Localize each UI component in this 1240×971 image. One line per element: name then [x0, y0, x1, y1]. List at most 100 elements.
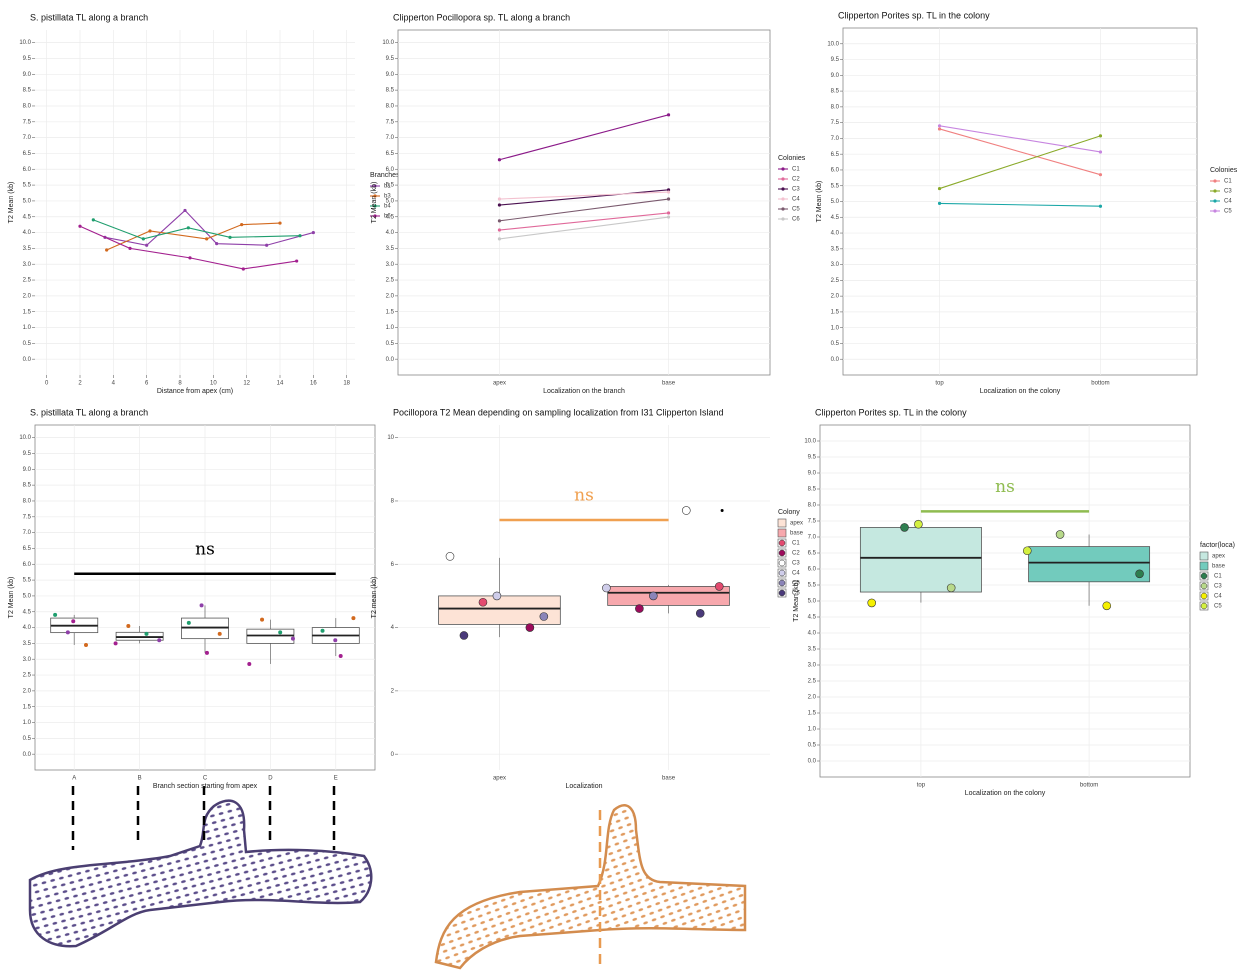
- y-tick-label: 4.5: [808, 615, 817, 621]
- y-tick-label: 8.0: [808, 503, 817, 509]
- y-tick-label: 0.5: [23, 341, 32, 347]
- series-line: [499, 212, 669, 231]
- y-tick-label: 9.5: [831, 57, 840, 63]
- data-point: [445, 552, 455, 561]
- y-tick-label: 2.0: [386, 293, 395, 299]
- y-tick-label: 6.5: [831, 152, 840, 158]
- data-point: [228, 235, 232, 239]
- y-tick-label: 2.5: [808, 679, 817, 685]
- y-tick-label: 5.5: [831, 183, 840, 189]
- data-point: [539, 612, 549, 621]
- box: [1028, 546, 1151, 583]
- legend-key: [781, 197, 785, 201]
- series-line: [499, 216, 669, 240]
- legend-label: C2: [792, 551, 800, 557]
- y-tick-label: 2.0: [808, 695, 817, 701]
- y-tick-label: 2.0: [23, 293, 32, 299]
- y-tick-label: 9.0: [23, 72, 32, 78]
- chart-title: Clipperton Porites sp. TL in the colony: [838, 10, 990, 20]
- legend-key: [1213, 189, 1217, 193]
- x-tick-label: base: [662, 776, 676, 782]
- legend-key: [778, 539, 786, 547]
- y-tick-label: 0.5: [386, 341, 395, 347]
- y-tick-label: 4.5: [23, 609, 32, 615]
- x-axis-title: Branch section starting from apex: [153, 783, 258, 790]
- legend-title: Branches: [370, 172, 400, 179]
- data-point: [113, 641, 118, 646]
- y-tick-label: 1.0: [831, 325, 840, 331]
- data-point: [1135, 569, 1144, 579]
- y-tick-label: 6.0: [808, 567, 817, 573]
- y-tick-label: 2.5: [831, 278, 840, 284]
- y-tick-label: 4.5: [23, 214, 32, 220]
- legend-label: C1: [1224, 179, 1232, 185]
- y-tick-label: 6.0: [23, 167, 32, 173]
- chart-title: Clipperton Porites sp. TL in the colony: [815, 407, 967, 417]
- colony-drawing: [434, 804, 747, 970]
- data-point: [265, 243, 269, 247]
- data-point: [141, 237, 145, 241]
- x-tick-label: 6: [145, 381, 149, 387]
- x-axis-title: Localization: [566, 783, 603, 790]
- y-tick-label: 5.5: [23, 578, 32, 584]
- legend-label: b1: [384, 184, 391, 190]
- chart-panel: 0 2 4 6 8 10 apex base Pocillopora T2 Mean depen…: [371, 407, 804, 789]
- data-point: [204, 650, 209, 655]
- chart-title: S. pistillata TL along a branch: [30, 407, 148, 417]
- x-tick-label: bottom: [1091, 381, 1109, 387]
- legend-key: [373, 204, 377, 208]
- y-tick-label: 3.0: [386, 262, 395, 268]
- legend-key: [777, 528, 787, 538]
- series-line: [939, 125, 1101, 153]
- series-line: [499, 189, 669, 206]
- y-axis-title: T2 Mean (kb): [8, 577, 15, 619]
- data-point: [497, 237, 502, 241]
- legend-key: [1213, 209, 1217, 213]
- y-tick-label: 0: [391, 752, 395, 758]
- legend-label: C1: [792, 167, 800, 173]
- y-tick-label: 4.0: [386, 230, 395, 236]
- legend-key: [1200, 582, 1208, 590]
- branch-drawing: [28, 786, 373, 948]
- legend-label: C5: [792, 207, 800, 213]
- x-tick-label: base: [662, 381, 676, 387]
- y-tick-label: 8.5: [808, 487, 817, 493]
- y-tick-label: 4.0: [808, 631, 817, 637]
- data-point: [241, 267, 245, 271]
- y-tick-label: 1.5: [831, 309, 840, 315]
- y-tick-label: 8.0: [23, 104, 32, 110]
- x-tick-label: apex: [493, 776, 506, 782]
- data-point: [311, 230, 315, 235]
- y-tick-label: 8: [391, 499, 395, 505]
- y-axis-title: T2 Mean (kb): [816, 181, 823, 223]
- box: [859, 527, 982, 593]
- data-point: [937, 124, 942, 128]
- legend-key: [778, 579, 786, 587]
- legend-label: C6: [792, 217, 800, 223]
- y-tick-label: 10: [387, 435, 394, 441]
- legend-label: b6: [384, 214, 391, 220]
- legend-key: [1200, 572, 1208, 580]
- legend-key: [778, 589, 786, 597]
- data-point: [84, 642, 88, 647]
- y-tick-label: 8.0: [831, 104, 840, 110]
- legend-label: C3: [792, 187, 800, 193]
- legend-key: [1200, 592, 1208, 600]
- y-tick-label: 6.5: [386, 151, 395, 157]
- legend-label: base: [790, 531, 804, 537]
- y-tick-label: 8.5: [831, 89, 840, 95]
- y-tick-label: 8.0: [23, 499, 32, 505]
- data-point: [666, 190, 671, 194]
- y-tick-label: 3.5: [808, 647, 817, 653]
- x-tick-label: C: [203, 776, 208, 782]
- data-point: [497, 197, 502, 201]
- y-tick-label: 1.5: [808, 711, 817, 717]
- legend-title: Colonies: [778, 155, 806, 162]
- legend-label: C2: [792, 177, 800, 183]
- y-tick-label: 10.0: [382, 40, 394, 46]
- legend-label: C4: [1214, 594, 1222, 600]
- series-line: [499, 191, 669, 200]
- legend-label: C4: [792, 197, 800, 203]
- y-tick-label: 7.0: [808, 535, 817, 541]
